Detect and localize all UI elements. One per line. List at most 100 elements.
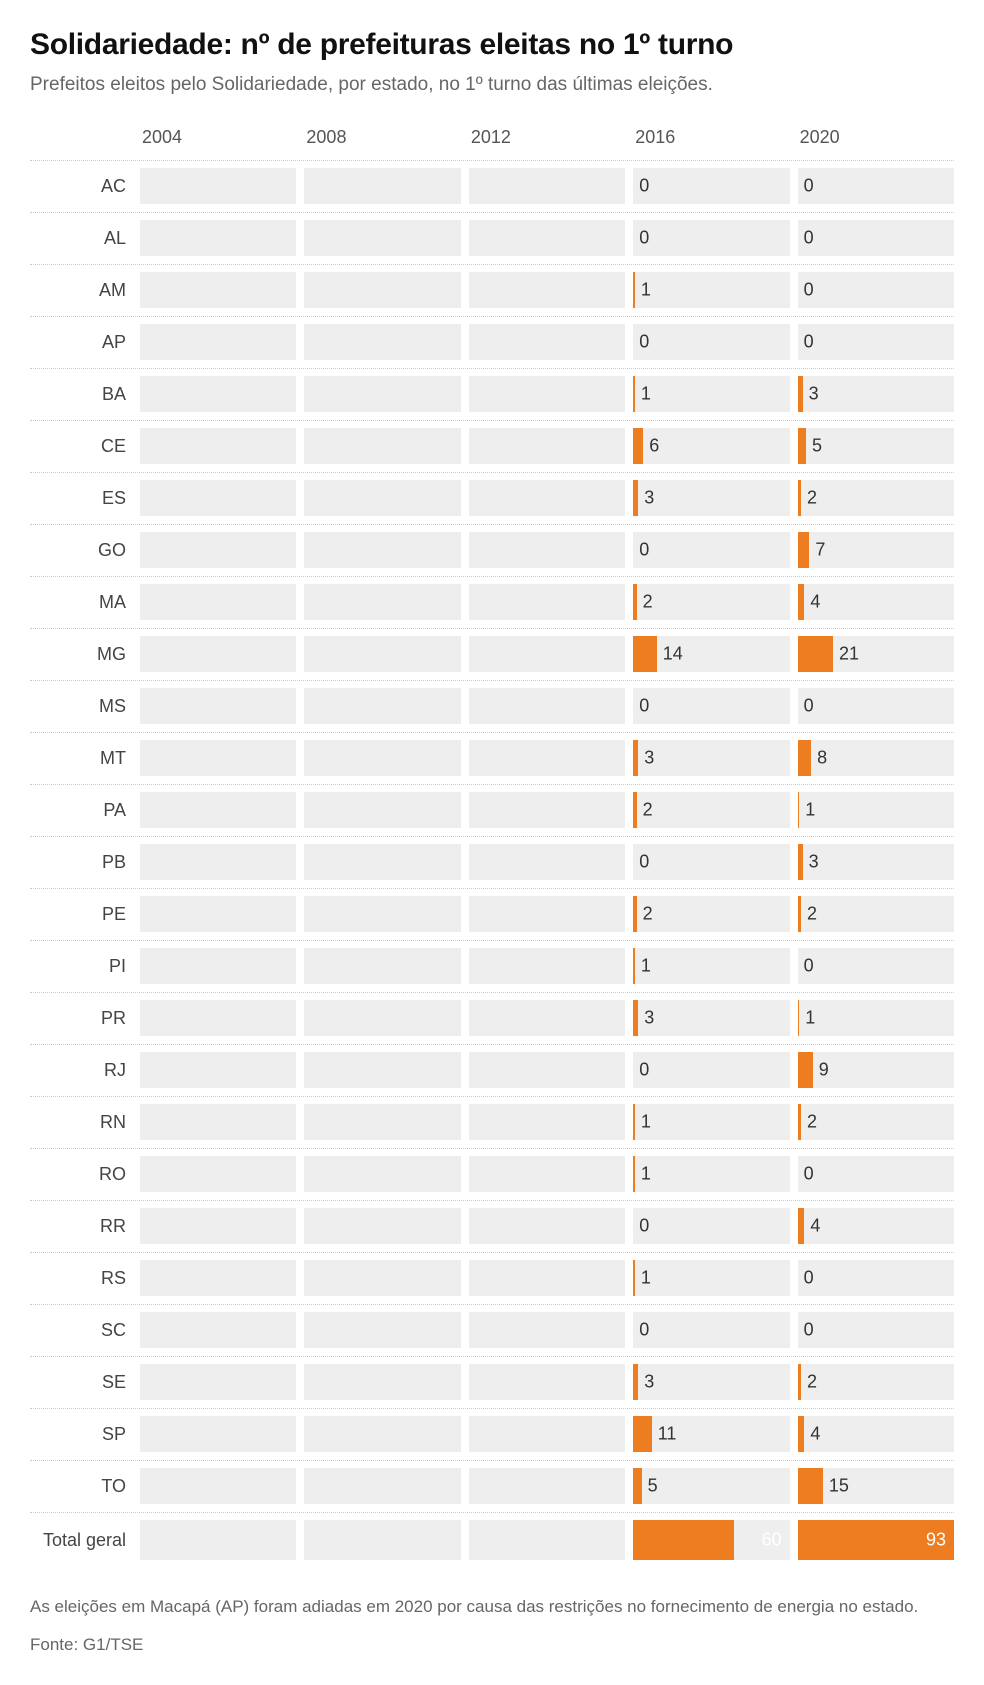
bar-cell: 0 [633,688,789,724]
bar-value-label: 4 [810,1424,820,1445]
bar-track: 4 [798,1208,954,1244]
bar-cell [140,1468,296,1504]
bar-track: 0 [633,1208,789,1244]
bar-track [140,688,296,724]
bar-cell: 3 [798,376,954,412]
bar-track [469,480,625,516]
state-row: RN12 [30,1096,954,1148]
bar-cell [140,688,296,724]
bar-value-label: 2 [807,904,817,925]
bar-cell [304,168,460,204]
bar-track: 4 [798,1416,954,1452]
bar-track: 2 [633,792,789,828]
bar-track [304,1104,460,1140]
bar-track [140,1104,296,1140]
bar-fill [633,272,635,308]
bar-cell [304,376,460,412]
bar-cell [304,1416,460,1452]
state-label: RN [30,1112,140,1133]
state-row: BA13 [30,368,954,420]
bar-track: 3 [798,844,954,880]
state-label: AL [30,228,140,249]
bar-value-label: 1 [805,800,815,821]
state-row: RJ09 [30,1044,954,1096]
chart-note: As eleições em Macapá (AP) foram adiadas… [30,1594,954,1620]
bar-cell [469,1312,625,1348]
bar-cell [469,168,625,204]
chart-title: Solidariedade: nº de prefeituras eleitas… [30,28,954,62]
bar-cell: 60 [633,1520,789,1560]
bar-track: 1 [633,1156,789,1192]
state-row: AM10 [30,264,954,316]
bar-track: 1 [633,948,789,984]
bar-track: 0 [633,844,789,880]
bar-cell: 4 [798,584,954,620]
bar-cell [140,1364,296,1400]
bar-track: 2 [633,896,789,932]
bar-value-label: 3 [809,384,819,405]
bar-fill [633,740,638,776]
bar-track: 0 [798,220,954,256]
bar-cell [469,1260,625,1296]
state-label: RS [30,1268,140,1289]
bar-cell [304,1260,460,1296]
bar-fill [798,428,806,464]
bar-track [469,740,625,776]
bar-fill [798,532,810,568]
bar-cell [469,844,625,880]
bar-cell: 3 [633,480,789,516]
bar-value-label: 21 [839,644,859,665]
bar-track [304,636,460,672]
chart-source: Fonte: G1/TSE [30,1635,954,1655]
bar-value-label: 6 [649,436,659,457]
bar-value-label: 0 [804,696,814,717]
bar-track [469,636,625,672]
bar-track: 1 [633,1104,789,1140]
bar-cell: 3 [798,844,954,880]
bar-track: 5 [798,428,954,464]
state-row: RO10 [30,1148,954,1200]
bar-track [304,584,460,620]
bar-track [304,1520,460,1560]
state-row: SE32 [30,1356,954,1408]
bar-cell: 14 [633,636,789,672]
bar-fill [798,1468,823,1504]
bar-value-label: 0 [639,1216,649,1237]
bar-cell [304,688,460,724]
bar-cell [140,324,296,360]
bar-cell: 8 [798,740,954,776]
bar-cell [469,1052,625,1088]
bar-cell [469,324,625,360]
bar-track [304,740,460,776]
bar-cell [304,1208,460,1244]
bar-value-label: 8 [817,748,827,769]
bar-cell: 5 [798,428,954,464]
bar-track: 2 [633,584,789,620]
bar-track: 1 [633,376,789,412]
bar-track: 0 [633,168,789,204]
bar-cell [304,532,460,568]
state-row: PA 21 [30,784,954,836]
bar-track [469,376,625,412]
bar-track: 14 [633,636,789,672]
bar-track [140,1052,296,1088]
bar-fill [633,1104,635,1140]
bar-cell: 1 [633,1104,789,1140]
bar-cell [304,428,460,464]
bar-cell [304,896,460,932]
bar-track [140,220,296,256]
bar-cell [140,1000,296,1036]
small-multiples-chart: 20042008201220162020AC00AL00AM10AP00BA13… [30,127,954,1568]
bar-track: 0 [798,1156,954,1192]
bar-cell [304,220,460,256]
state-label: PA [30,800,140,821]
bar-cell: 0 [633,1312,789,1348]
bar-value-label: 9 [819,1060,829,1081]
bar-track [140,792,296,828]
bar-track [304,324,460,360]
state-row: MG1421 [30,628,954,680]
bar-value-label: 3 [644,1008,654,1029]
bar-fill [633,1156,635,1192]
bar-cell: 1 [798,792,954,828]
bar-fill [798,896,801,932]
